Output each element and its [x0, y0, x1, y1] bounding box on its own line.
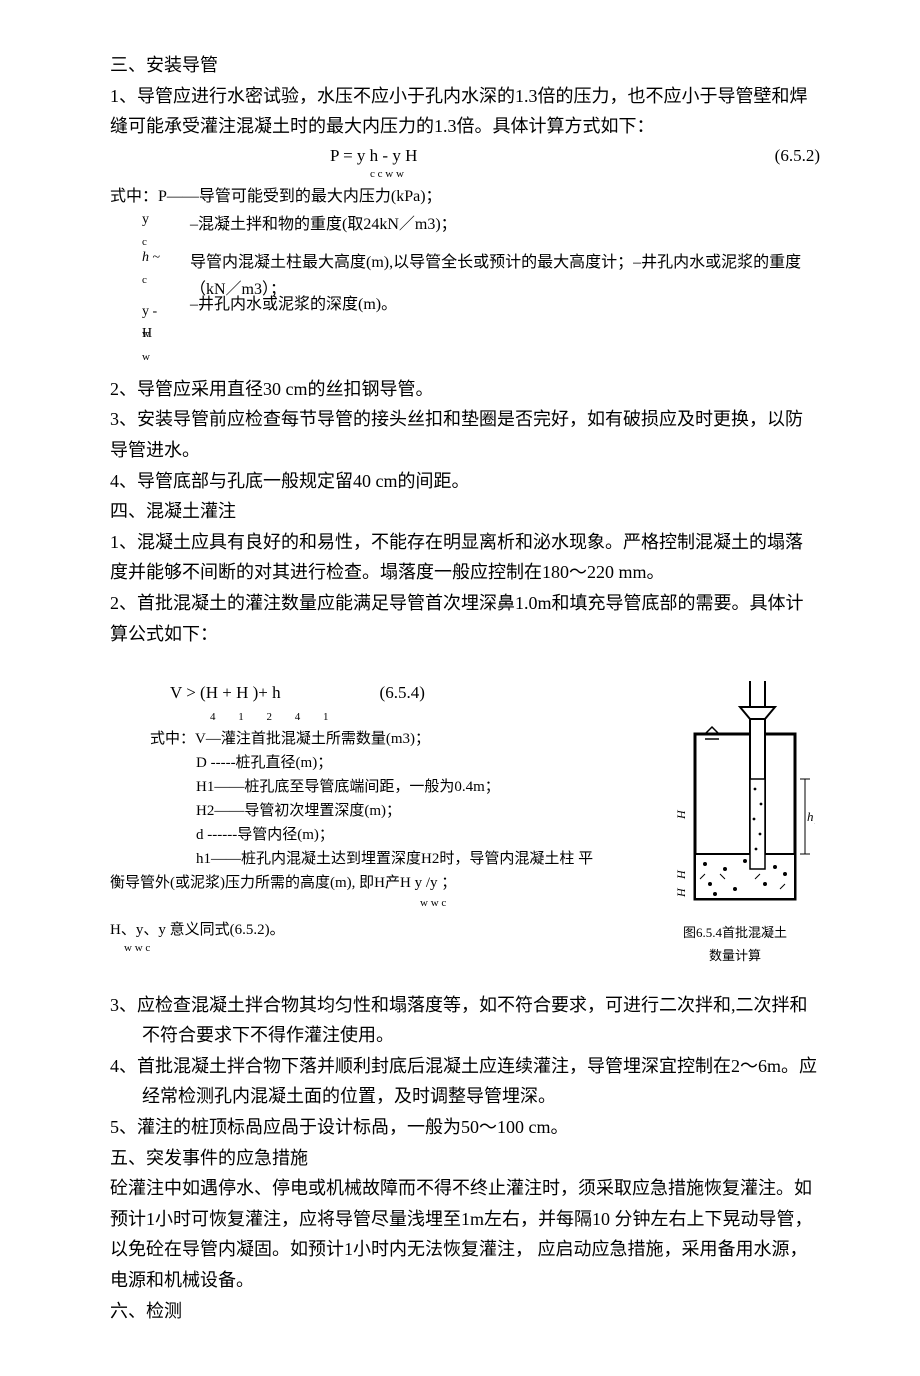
figure-caption-1: 图6.5.4首批混凝土: [650, 923, 820, 943]
figure-caption-2: 数量计算: [650, 946, 820, 966]
formula-num-654: (6.5.4): [285, 679, 425, 708]
def-h1b: 衡导管外(或泥浆)压力所需的高度(m), 即H产H y /y ；: [110, 871, 640, 895]
def-sym: h ~c: [110, 249, 190, 303]
s4-p1: 1、混凝土应具有良好的和易性，不能存在明显离析和泌水现象。严格控制混凝土的塌落度…: [110, 527, 820, 588]
def-intro-652: 式中：P——导管可能受到的最大内压力(kPa)；: [110, 183, 820, 210]
svg-text:H: H: [674, 869, 688, 880]
s4-p2: 2、首批混凝土的灌注数量应能满足导管首次埋深鼻1.0m和填充导管底部的需要。具体…: [110, 588, 820, 649]
s4-p5: 5、灌注的桩顶标咼应咼于设计标咼，一般为50〜100 cm。: [110, 1112, 820, 1143]
def-intro-654: 式中：V—灌注首批混凝土所需数量(m3)；: [110, 727, 640, 751]
s3-p2: 2、导管应采用直径30 cm的丝扣钢导管。: [110, 374, 820, 405]
figure-row: V > (H + H )+ h (6.5.4) 4 1 2 4 1 式中：V—灌…: [110, 679, 820, 966]
def-D: D -----桩孔直径(m)；: [110, 751, 640, 775]
formula-654-sub: 4 1 2 4 1: [110, 708, 640, 727]
svg-text:H: H: [674, 887, 688, 898]
section-4-heading: 四、混凝土灌注: [110, 496, 820, 527]
s4-p4: 4、首批混凝土拌合物下落并顺利封底后混凝土应连续灌注，导管埋深宜控制在2〜6m。…: [110, 1051, 820, 1112]
formula-654: V > (H + H )+ h (6.5.4): [110, 679, 640, 708]
def-sym: Hw: [110, 325, 190, 363]
s4-p3: 3、应检查混凝土拌合物其均匀性和塌落度等，如不符合要求，可进行二次拌和,二次拌和…: [110, 990, 820, 1051]
def-d: d ------导管内径(m)；: [110, 823, 640, 847]
def-row-yc: yc –混凝土拌和物的重度(取24kN／m3)；: [110, 211, 820, 249]
s3-p4: 4、导管底部与孔底一般规定留40 cm的间距。: [110, 466, 820, 497]
def-sym: yc: [110, 211, 190, 249]
def-body: [190, 325, 820, 363]
def-h1a: h1——桩孔内混凝土达到埋置深度H2时，导管内混凝土柱 平: [110, 847, 640, 871]
pile-diagram-icon: H H H h₁: [655, 679, 815, 909]
figure-text-col: V > (H + H )+ h (6.5.4) 4 1 2 4 1 式中：V—灌…: [110, 679, 640, 957]
s3-p3: 3、安装导管前应检查每节导管的接头丝扣和垫圈是否完好，如有破损应及时更换，以防导…: [110, 404, 820, 465]
section-5-heading: 五、突发事件的应急措施: [110, 1143, 820, 1174]
def-H2: H2——导管初次埋置深度(m)；: [110, 799, 640, 823]
svg-text:h₁: h₁: [807, 809, 815, 824]
formula-expr: V > (H + H )+ h: [170, 683, 281, 702]
formula-652-sub: c c w w: [110, 165, 820, 184]
section-6-heading: 六、检测: [110, 1296, 820, 1327]
svg-text:H: H: [674, 809, 688, 820]
formula-expr: P = y h - y H: [330, 146, 417, 165]
s3-p1: 1、导管应进行水密试验，水压不应小于孔内水深的1.3倍的压力，也不应小于导管壁和…: [110, 81, 820, 142]
def-H1: H1——桩孔底至导管底端间距，一般为0.4m；: [110, 775, 640, 799]
def-body: –井孔内水或泥浆的深度(m)。: [190, 291, 820, 329]
section-3-heading: 三、安装导管: [110, 50, 820, 81]
def-body: –混凝土拌和物的重度(取24kN／m3)；: [190, 211, 820, 249]
s5-p1: 砼灌注中如遇停水、停电或机械故障而不得不终止灌注时，须采取应急措施恢复灌注。如预…: [110, 1173, 820, 1295]
def-h1b-sub: w w c: [110, 895, 640, 913]
def-row-Hw: Hw: [110, 325, 820, 363]
figure-654: H H H h₁ 图6.5.4首批混凝土 数量计算: [650, 679, 820, 966]
